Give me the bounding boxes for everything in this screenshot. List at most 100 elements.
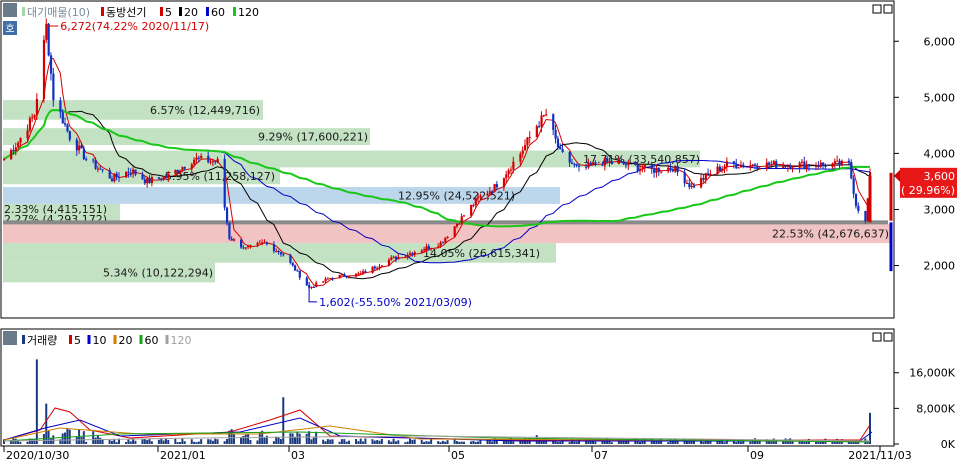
candle-body [176,169,179,173]
candle-body [575,164,578,166]
candle-body [289,254,292,263]
volume-bar [357,441,360,444]
candle-body [519,153,522,162]
volume-bar [52,435,55,444]
date-axis: 2020/10/30 2021/01 03 05 07 09 2021/11/03 [3,446,912,462]
volume-bar [556,441,559,444]
candle-body [561,149,564,153]
quote-badge[interactable] [3,21,17,35]
price-panel-close-icon[interactable] [883,4,893,14]
price-tick-label: 2,000 [924,260,956,273]
price-panel-minimize-icon[interactable] [3,3,17,17]
candle-body [641,168,644,170]
volume-legend-label: 5 [74,334,81,347]
volume-axis: 0K 8,000K 16,000K [894,367,956,451]
candle-body [392,256,395,258]
volume-bar [200,439,203,444]
volume-bar [392,438,395,444]
candle-body [824,164,827,167]
volume-bar [82,431,85,444]
candle-body [209,161,212,163]
moving-average-120-line [3,109,871,228]
volume-bar [176,442,179,444]
legend-swatch [233,7,236,16]
volume-bar [857,440,860,444]
volume-bar [411,439,414,444]
candle-body [676,166,679,173]
volume-bar [409,438,412,444]
candle-body [141,174,144,180]
candle-body [411,253,414,255]
volume-bar [216,439,219,444]
candle-body [462,215,466,217]
volume-bar [193,441,196,444]
volume-bar [279,439,282,444]
volume-bar [622,439,625,444]
volume-bar [817,441,820,444]
candle-body [282,254,285,256]
candle-body [404,256,407,258]
volume-bar [31,438,34,444]
candle-body [64,123,67,125]
volume-bar [643,439,646,444]
candle-body [502,178,506,188]
legend-label: 20 [184,6,198,19]
volume-panel-minimize-icon[interactable] [3,331,17,345]
candle-body [247,246,250,248]
candle-body [587,162,590,168]
volume-band [3,203,120,214]
volume-bar [512,441,515,444]
candle-body [387,259,391,266]
legend-label: 동방선기 [106,6,146,19]
volume-bar [669,439,672,444]
volume-bar [460,441,463,444]
volume-bar [232,434,235,444]
date-tick-label: 09 [750,449,764,462]
volume-bar [179,442,182,444]
candle-body [343,274,346,277]
volume-bar [495,439,498,444]
candle-body [444,238,447,243]
candle-body [805,164,808,169]
volume-bar [160,438,163,444]
volume-bar [472,440,475,444]
volume-average-line-4 [3,435,871,442]
volume-bar [749,441,752,444]
candle-body [624,164,628,166]
volume-bar [282,397,285,444]
volume-bar [108,440,111,444]
volume-bar [653,439,656,444]
candle-body [784,165,787,167]
volume-bar [423,441,426,444]
candle-body [99,168,102,170]
volume-bar [589,440,592,444]
candle-body [134,169,137,175]
candle-body [420,250,423,253]
candle-body [667,167,670,172]
volume-bar [371,439,374,444]
volume-bar [115,442,118,444]
candle-body [650,164,653,169]
volume-bar [742,441,745,444]
volume-bar [838,440,841,444]
candle-body [94,160,97,169]
candle-body [357,273,360,275]
candle-body [495,184,499,188]
candle-body [160,178,163,180]
candle-body [59,100,62,113]
legend-swatch [160,7,163,16]
volume-bar [380,438,383,444]
volume-panel-restore-icon[interactable] [872,332,882,342]
volume-band-label: 22.53% (42,676,637) [772,228,889,241]
candle-body [474,198,477,205]
volume-bar [639,441,642,444]
volume-bar [775,440,778,444]
volume-bar [819,441,822,444]
volume-panel-close-icon[interactable] [883,332,893,342]
volume-bar [190,439,193,444]
volume-legend-label: 120 [171,334,192,347]
candle-body [836,160,839,162]
price-panel-restore-icon[interactable] [872,4,882,14]
volume-average-line-1 [3,417,873,442]
